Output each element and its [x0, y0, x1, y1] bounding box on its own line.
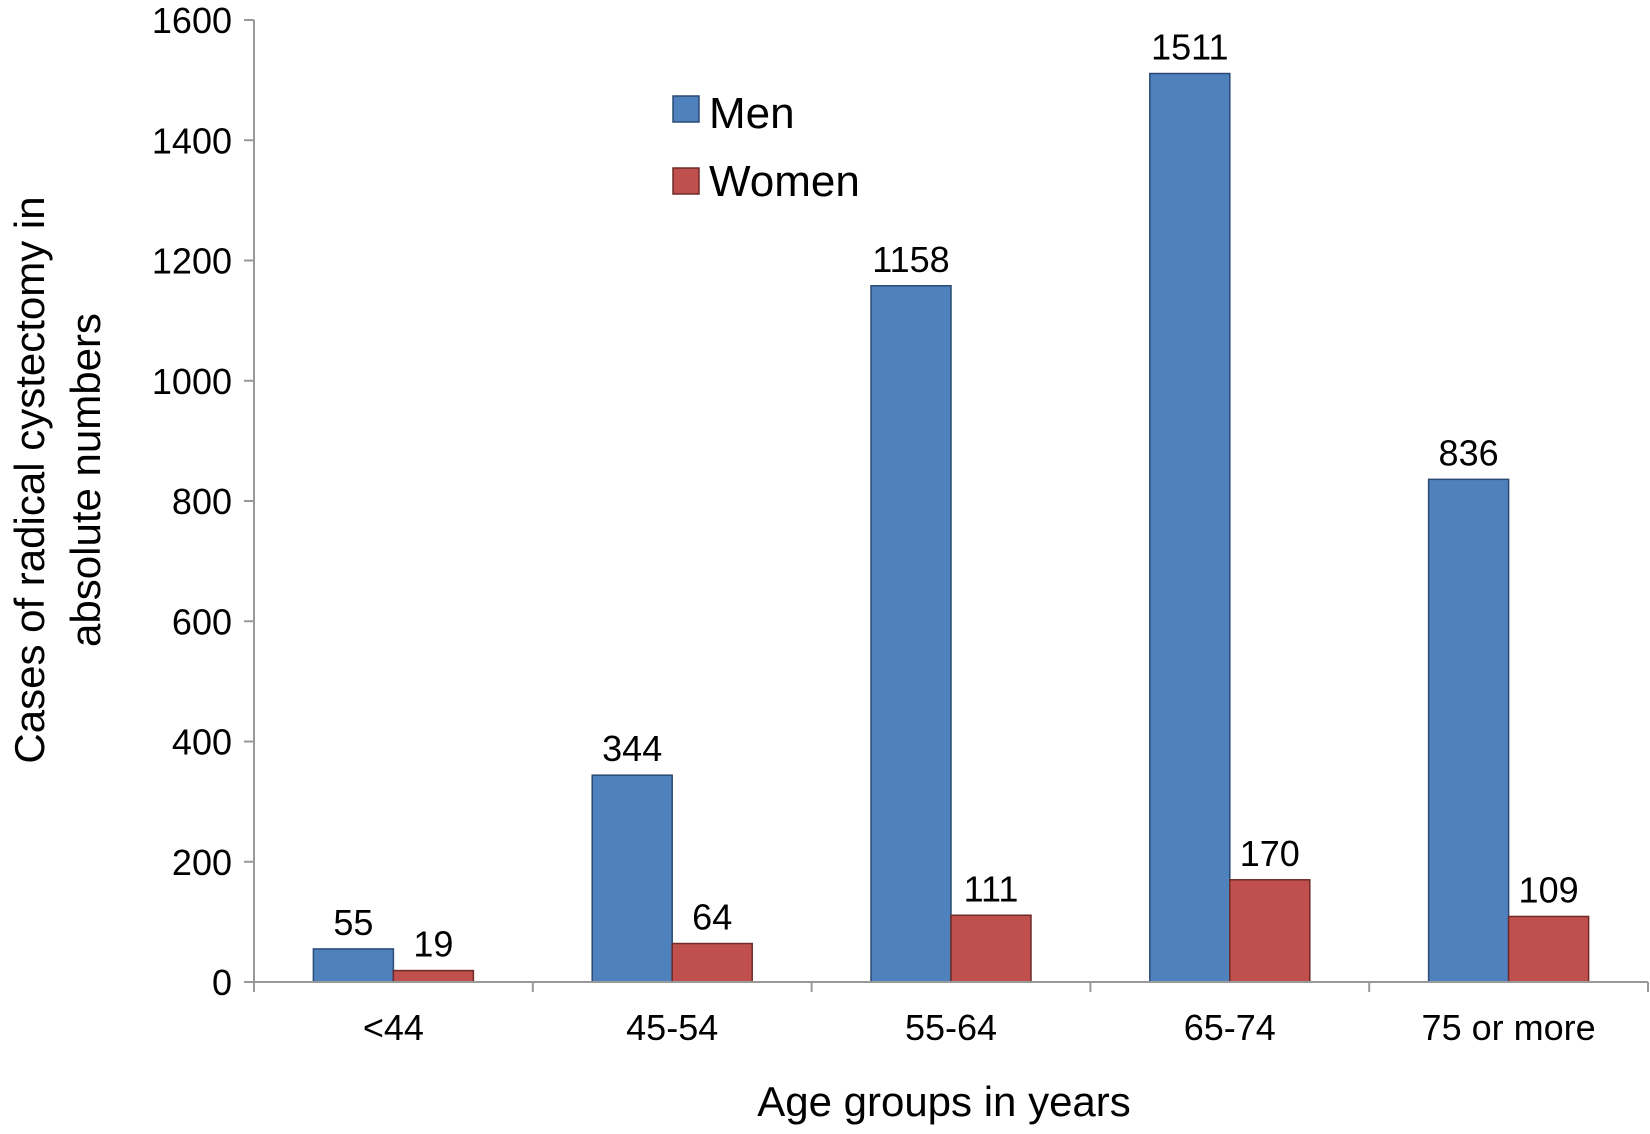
y-tick-label-5: 1000 — [152, 361, 232, 402]
legend-label-men: Men — [709, 89, 795, 138]
axes-layer: <44 45-54 55-64 65-74 75 or more 0 200 400 600 80… — [152, 0, 1649, 1048]
y-tick-label-1: 200 — [172, 842, 232, 883]
bar-men-1 — [591, 774, 673, 983]
y-tick-label-7: 1400 — [152, 120, 232, 161]
bar-men-0 — [312, 948, 395, 983]
x-axis-title: Age groups in years — [757, 1078, 1131, 1125]
legend-swatch-men — [672, 95, 700, 123]
x-tick-label-1: 45-54 — [626, 1007, 718, 1048]
data-labels-layer: 55 19 344 64 1158 111 1511 170 836 109 — [333, 27, 1578, 965]
legend: Men Women — [672, 89, 860, 206]
y-tick-label-4: 800 — [172, 481, 232, 522]
y-tick-label-8: 1600 — [152, 0, 232, 41]
bar-men-3 — [1149, 72, 1231, 983]
bar-women-2 — [950, 914, 1032, 983]
bar-women-3 — [1229, 879, 1311, 983]
data-label-women-3: 170 — [1240, 833, 1300, 874]
x-tick-label-4: 75 or more — [1422, 1007, 1596, 1048]
y-axis-title: Cases of radical cystectomy in absolute … — [6, 196, 109, 763]
data-label-men-4: 836 — [1439, 432, 1499, 473]
y-axis-title-line-2: absolute numbers — [62, 313, 109, 647]
legend-swatch-women — [672, 167, 700, 195]
data-label-men-1: 344 — [602, 728, 662, 769]
y-tick-label-2: 400 — [172, 722, 232, 763]
data-label-men-3: 1511 — [1151, 27, 1228, 68]
y-tick-label-3: 600 — [172, 601, 232, 642]
y-axis-title-line-1: Cases of radical cystectomy in — [6, 196, 53, 763]
data-label-women-0: 19 — [413, 924, 453, 965]
bar-women-0 — [392, 969, 475, 983]
y-tick-label-6: 1200 — [152, 241, 232, 282]
data-label-women-4: 109 — [1519, 869, 1579, 910]
data-label-women-2: 111 — [964, 868, 1019, 909]
y-tick-label-0: 0 — [212, 962, 232, 1003]
x-tick-label-3: 65-74 — [1184, 1007, 1276, 1048]
bar-women-1 — [671, 942, 753, 983]
data-label-men-2: 1158 — [872, 239, 949, 280]
x-tick-label-2: 55-64 — [905, 1007, 997, 1048]
bars-layer — [312, 72, 1590, 983]
data-label-men-0: 55 — [333, 902, 373, 943]
bar-men-4 — [1427, 478, 1510, 983]
bar-women-4 — [1507, 915, 1590, 983]
bar-men-2 — [870, 285, 952, 983]
legend-label-women: Women — [709, 157, 860, 206]
data-label-women-1: 64 — [692, 897, 732, 938]
x-tick-label-0: <44 — [363, 1007, 424, 1048]
